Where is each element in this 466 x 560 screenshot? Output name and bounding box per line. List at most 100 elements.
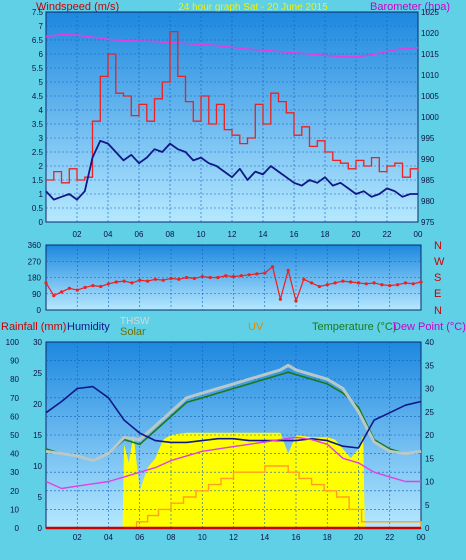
compass-label-w: W [434, 256, 445, 268]
wind-direction-point [278, 297, 282, 301]
x-tick-label: 16 [290, 230, 299, 239]
direction-compass-labels: N W S E N [434, 240, 445, 317]
y-tick-label: 1.5 [32, 176, 44, 185]
y-tick-label: 40 [10, 450, 19, 459]
x-tick-label: 12 [229, 533, 238, 542]
y-tick-label: 50 [10, 431, 19, 440]
wind-direction-point [99, 284, 103, 289]
x-tick-label: 04 [104, 533, 113, 542]
y-tick-label: 1015 [421, 50, 439, 59]
y-tick-label: 2.5 [32, 148, 44, 157]
x-tick-label: 10 [197, 230, 206, 239]
y-tick-label: 7.5 [32, 8, 44, 17]
wind-panel-right-ticks: 975 980 985 990 995 1000 1005 1010 1015 1020 1025 [421, 8, 439, 227]
y-tick-label: 985 [421, 176, 435, 185]
y-tick-label: 25 [425, 408, 434, 417]
y-tick-label: 60 [10, 412, 19, 421]
wind-direction-point [419, 280, 423, 284]
y-tick-label: 6.5 [32, 36, 44, 45]
x-tick-label: 22 [385, 533, 394, 542]
wind-direction-point [396, 283, 400, 287]
solar-series [46, 432, 421, 528]
rainfall-axis-title: Rainfall (mm) [1, 321, 66, 333]
uv-line [46, 465, 422, 529]
y-tick-label: 0 [38, 524, 43, 533]
x-tick-label: 10 [198, 533, 207, 542]
wind-direction-point [153, 277, 157, 281]
x-tick-label: 18 [321, 230, 330, 239]
y-tick-label: 25 [33, 369, 42, 378]
y-tick-label: 180 [28, 274, 42, 283]
thsw-line [45, 363, 422, 463]
y-tick-label: 30 [33, 338, 42, 347]
x-tick-label: 14 [260, 533, 269, 542]
y-tick-label: 90 [10, 357, 19, 366]
humidity-line [45, 385, 422, 449]
y-tick-label: 20 [33, 400, 42, 409]
y-tick-label: 1020 [421, 29, 439, 38]
y-tick-label: 3.5 [32, 120, 44, 129]
wind-direction-point [161, 278, 165, 282]
wind-gust-line [46, 30, 419, 184]
y-tick-label: 4 [39, 106, 44, 115]
y-tick-label: 20 [425, 431, 434, 440]
y-tick-label: 990 [421, 155, 435, 164]
x-tick-label: 14 [259, 230, 268, 239]
wind-direction-point [216, 275, 220, 280]
compass-label-e: E [434, 288, 441, 300]
y-tick-label: 1005 [421, 92, 439, 101]
y-tick-label: 995 [421, 134, 435, 143]
wind-direction-point [255, 272, 259, 276]
wind-direction-point [271, 265, 275, 269]
x-tick-label: 00 [417, 533, 426, 542]
y-tick-label: 80 [10, 375, 19, 384]
y-tick-label: 360 [28, 241, 42, 250]
wind-panel-series [45, 30, 419, 201]
y-tick-label: 270 [28, 257, 42, 266]
wind-panel-x-ticks: 02 04 06 08 10 12 14 16 18 20 22 00 [73, 230, 423, 239]
wind-direction-point [44, 281, 48, 285]
y-tick-label: 0 [425, 524, 430, 533]
direction-panel-series [44, 265, 423, 303]
wind-direction-point [91, 284, 95, 288]
y-tick-label: 0 [37, 306, 42, 315]
wind-average-line [45, 139, 418, 201]
x-tick-label: 18 [323, 533, 332, 542]
climate-panel-series [45, 363, 422, 530]
y-tick-label: 6 [39, 50, 44, 59]
y-tick-label: 1 [39, 190, 44, 199]
y-tick-label: 30 [425, 385, 434, 394]
x-tick-label: 22 [383, 230, 392, 239]
x-tick-label: 20 [352, 230, 361, 239]
temperature-axis-ticks: 0 5 10 15 20 25 30 35 40 [425, 338, 434, 533]
y-tick-label: 1010 [421, 71, 439, 80]
wind-direction-point [208, 275, 212, 280]
y-tick-label: 30 [10, 468, 19, 477]
wind-direction-point [286, 268, 290, 272]
wind-direction-point [333, 281, 337, 285]
wind-direction-point [317, 284, 321, 289]
dewpoint-axis-title: Dew Point (°C) [393, 321, 466, 333]
x-tick-label: 02 [73, 533, 82, 542]
y-tick-label: 5.5 [32, 64, 44, 73]
wind-direction-point [122, 279, 126, 283]
y-tick-label: 70 [10, 394, 19, 403]
y-tick-label: 5 [39, 78, 44, 87]
solar-area [46, 432, 421, 528]
wind-direction-point [349, 280, 353, 284]
temperature-axis-title: Temperature (°C) [312, 321, 396, 333]
rainfall-axis-ticks: 0 10 20 30 40 50 60 70 80 90 100 [6, 338, 20, 533]
y-tick-label: 40 [425, 338, 434, 347]
wind-direction-point [239, 274, 243, 278]
wind-direction-point [224, 274, 228, 278]
y-tick-label: 7 [39, 22, 44, 31]
wind-direction-point [60, 290, 64, 294]
y-tick-label: 980 [421, 197, 435, 206]
wind-direction-point [146, 279, 150, 283]
x-tick-label: 06 [135, 533, 144, 542]
y-tick-label: 10 [10, 505, 19, 514]
y-tick-label: 3 [39, 134, 44, 143]
wind-direction-point [177, 277, 181, 281]
y-tick-label: 15 [425, 454, 434, 463]
